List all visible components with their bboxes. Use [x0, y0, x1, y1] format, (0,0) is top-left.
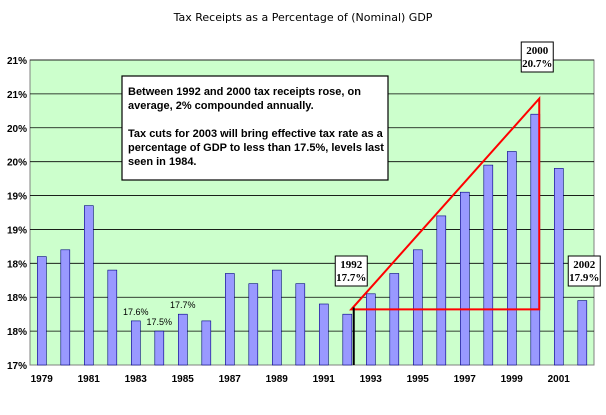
callout-value: 17.7% [336, 272, 366, 284]
callout-value: 17.9% [569, 272, 599, 284]
x-tick-label: 1981 [78, 374, 101, 385]
y-tick-label: 18% [7, 327, 27, 338]
bar-1996 [436, 215, 447, 366]
note-line: Tax cuts for 2003 will bring effective t… [128, 128, 384, 140]
bar-1991 [318, 303, 329, 366]
bar-1989 [271, 269, 282, 366]
note-line: Between 1992 and 2000 tax receipts rose,… [128, 86, 361, 98]
bar-1980 [60, 249, 71, 366]
bar-1999 [506, 151, 517, 366]
bar-1994 [389, 273, 400, 366]
bar-1995 [412, 249, 423, 366]
callout-value: 20.7% [522, 58, 552, 70]
data-label: 17.6% [123, 307, 149, 317]
x-tick-label: 1991 [313, 374, 336, 385]
y-tick-label: 20% [7, 158, 27, 169]
x-tick-label: 1995 [407, 374, 430, 385]
x-tick-label: 1985 [172, 374, 195, 385]
note-box-frame [121, 75, 389, 181]
data-label: 17.5% [146, 317, 172, 327]
bar-2002 [577, 300, 588, 366]
note-line [128, 114, 131, 126]
bar-1986 [201, 320, 212, 366]
bar-1984 [154, 330, 165, 366]
bar-1982 [107, 269, 118, 366]
x-tick-label: 1979 [31, 374, 54, 385]
callout-year: 2002 [573, 259, 596, 271]
callout-box [520, 41, 554, 73]
y-tick-label: 20% [7, 124, 27, 135]
x-axis-ticks: 1979 1981 1983 1985 1987 1989 1991 1993 1995 1997… [31, 374, 571, 385]
bar-2001 [553, 168, 564, 366]
x-tick-label: 1993 [360, 374, 383, 385]
bar-1992 [342, 313, 353, 366]
bar-1997 [459, 191, 470, 366]
bar-1979 [36, 256, 47, 366]
y-tick-label: 18% [7, 293, 27, 304]
x-tick-label: 2001 [548, 374, 571, 385]
value-annotations: 17.6%17.5% 17.7% [123, 300, 196, 327]
x-tick-label: 1987 [219, 374, 242, 385]
callout-box [567, 255, 601, 287]
note-line: average, 2% compounded annually. [128, 100, 314, 112]
bar-1987 [225, 273, 235, 366]
y-tick-label: 19% [7, 192, 27, 203]
bar-1993 [365, 293, 376, 366]
callout-year: 2000 [526, 45, 549, 57]
data-label: 17.7% [170, 300, 196, 310]
y-tick-label: 18% [7, 259, 27, 270]
trend-triangle [349, 96, 541, 311]
bar-1983 [131, 320, 141, 366]
x-tick-label: 1989 [266, 374, 289, 385]
bar-1990 [295, 283, 306, 366]
y-tick-label: 19% [7, 225, 27, 236]
x-tick-label: 1999 [501, 374, 524, 385]
callout-year: 1992 [340, 259, 363, 271]
bar-1998 [483, 164, 494, 366]
x-tick-label: 1997 [454, 374, 477, 385]
y-tick-label: 21% [7, 90, 27, 101]
y-tick-label: 17% [7, 361, 27, 372]
chart-title: Tax Receipts as a Percentage of (Nominal… [173, 11, 433, 24]
callout-box [334, 255, 368, 287]
note-text: Between 1992 and 2000 tax receipts rose,… [128, 86, 384, 168]
x-tick-label: 1983 [125, 374, 148, 385]
note-box: Between 1992 and 2000 tax receipts rose,… [121, 75, 389, 181]
note-line: percentage of GDP to less than 17.5%, le… [128, 142, 384, 154]
bar-1981 [84, 205, 94, 366]
bars [36, 113, 588, 366]
bar-1985 [178, 313, 188, 366]
y-axis-ticks: 17% 18% 18% 18% 19% 19% 20% 20% 21% 21% [7, 56, 27, 372]
note-line: seen in 1984. [128, 156, 197, 168]
y-tick-label: 21% [7, 56, 27, 67]
bar-1988 [248, 283, 259, 366]
